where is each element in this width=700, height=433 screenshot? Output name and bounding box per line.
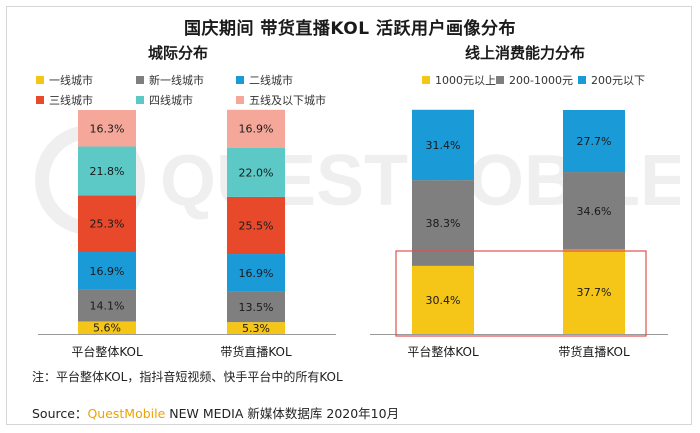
data-label-c1-1-6: 16.3%: [90, 122, 125, 135]
legend-item-under-200: 200元以下: [578, 72, 645, 88]
category-label-c2-2: 带货直播KOL: [558, 344, 630, 359]
bar-segment-c1-1-2: [78, 289, 136, 322]
category-label-c2-1: 平台整体KOL: [407, 344, 479, 359]
legend-label: 新一线城市: [149, 74, 204, 87]
bar-segment-c1-1-5: [78, 146, 136, 196]
bar-segment-c1-2-6: [227, 109, 285, 148]
data-label-c1-2-5: 22.0%: [239, 166, 274, 179]
data-label-c2-2-1: 37.7%: [577, 286, 612, 299]
legend-item-200-1000: 200-1000元: [496, 72, 573, 88]
data-label-c2-2-3: 27.7%: [577, 135, 612, 148]
bar-segment-c1-2-4: [227, 196, 285, 255]
bar-segment-c2-1-3: [412, 109, 474, 181]
legend-label: 一线城市: [49, 74, 93, 87]
data-label-c1-2-4: 25.5%: [239, 219, 274, 232]
category-label-c1-1: 平台整体KOL: [71, 344, 143, 359]
legend-label: 200-1000元: [509, 74, 573, 87]
legend-label: 五线及以下城市: [249, 94, 326, 107]
data-label-c1-1-4: 25.3%: [90, 218, 125, 231]
legend-item-new-first-tier: 新一线城市: [136, 72, 204, 88]
legend-swatch-over-1000: [422, 76, 430, 84]
bar-segment-c1-2-5: [227, 147, 285, 197]
source-line: Source：QuestMobile NEW MEDIA 新媒体数据库 2020…: [32, 403, 399, 422]
legend-swatch-first-tier: [36, 76, 44, 84]
legend-item-second-tier: 二线城市: [236, 72, 293, 88]
legend-label: 200元以下: [591, 74, 645, 87]
bar-segment-c2-2-3: [563, 110, 625, 173]
source-prefix: Source：: [32, 406, 88, 421]
bar-segment-c2-2-2: [563, 172, 625, 250]
legend-item-over-1000: 1000元以上: [422, 72, 496, 88]
bar-segment-c1-2-2: [227, 291, 285, 323]
figure-frame: [6, 6, 692, 425]
legend-label: 四线城市: [149, 94, 193, 107]
legend-swatch-fifth-tier: [236, 96, 244, 104]
data-label-c1-1-5: 21.8%: [90, 165, 125, 178]
source-suffix: NEW MEDIA 新媒体数据库 2020年10月: [165, 406, 400, 421]
legend-label: 1000元以上: [435, 74, 496, 87]
legend-item-fifth-tier: 五线及以下城市: [236, 92, 326, 108]
legend-label: 三线城市: [49, 94, 93, 107]
bar-segment-c2-1-2: [412, 180, 474, 266]
legend-swatch-fourth-tier: [136, 96, 144, 104]
data-label-c2-1-3: 31.4%: [426, 139, 461, 152]
bar-segment-c2-1-1: [412, 265, 474, 334]
bar-segment-c1-1-3: [78, 252, 136, 290]
legend-item-fourth-tier: 四线城市: [136, 92, 193, 108]
data-label-c1-2-1: 5.3%: [242, 322, 270, 335]
legend-item-third-tier: 三线城市: [36, 92, 93, 108]
data-label-c2-1-1: 30.4%: [426, 294, 461, 307]
data-label-c2-2-2: 34.6%: [577, 205, 612, 218]
data-label-c1-1-2: 14.1%: [90, 300, 125, 313]
legend-item-first-tier: 一线城市: [36, 72, 93, 88]
footnote: 注：平台整体KOL，指抖音短视频、快手平台中的所有KOL: [32, 370, 343, 384]
data-label-c1-2-2: 13.5%: [239, 301, 274, 314]
legend-swatch-third-tier: [36, 96, 44, 104]
data-label-c1-1-1: 5.6%: [93, 322, 121, 335]
data-label-c2-1-2: 38.3%: [426, 217, 461, 230]
data-label-c1-1-3: 16.9%: [90, 265, 125, 278]
chart-2-title: 线上消费能力分布: [465, 44, 586, 62]
bar-segment-c1-1-4: [78, 195, 136, 253]
legend-label: 二线城市: [249, 74, 293, 87]
bar-segment-c1-1-1: [78, 321, 136, 334]
main-title: 国庆期间 带货直播KOL 活跃用户画像分布: [183, 19, 517, 39]
chart-1-title: 城际分布: [148, 44, 209, 62]
bar-segment-c2-2-1: [563, 249, 625, 334]
legend-swatch-second-tier: [236, 76, 244, 84]
source-brand: QuestMobile: [87, 406, 166, 421]
bar-segment-c1-2-1: [227, 322, 285, 334]
category-label-c1-2: 带货直播KOL: [220, 344, 292, 359]
legend-swatch-200-1000: [496, 76, 504, 84]
bar-segment-c1-1-6: [78, 110, 136, 147]
bar-segment-c1-2-3: [227, 254, 285, 292]
legend-swatch-new-first-tier: [136, 76, 144, 84]
highlight-box: [395, 250, 647, 337]
legend-swatch-under-200: [578, 76, 586, 84]
data-label-c1-2-6: 16.9%: [239, 123, 274, 136]
data-label-c1-2-3: 16.9%: [239, 267, 274, 280]
